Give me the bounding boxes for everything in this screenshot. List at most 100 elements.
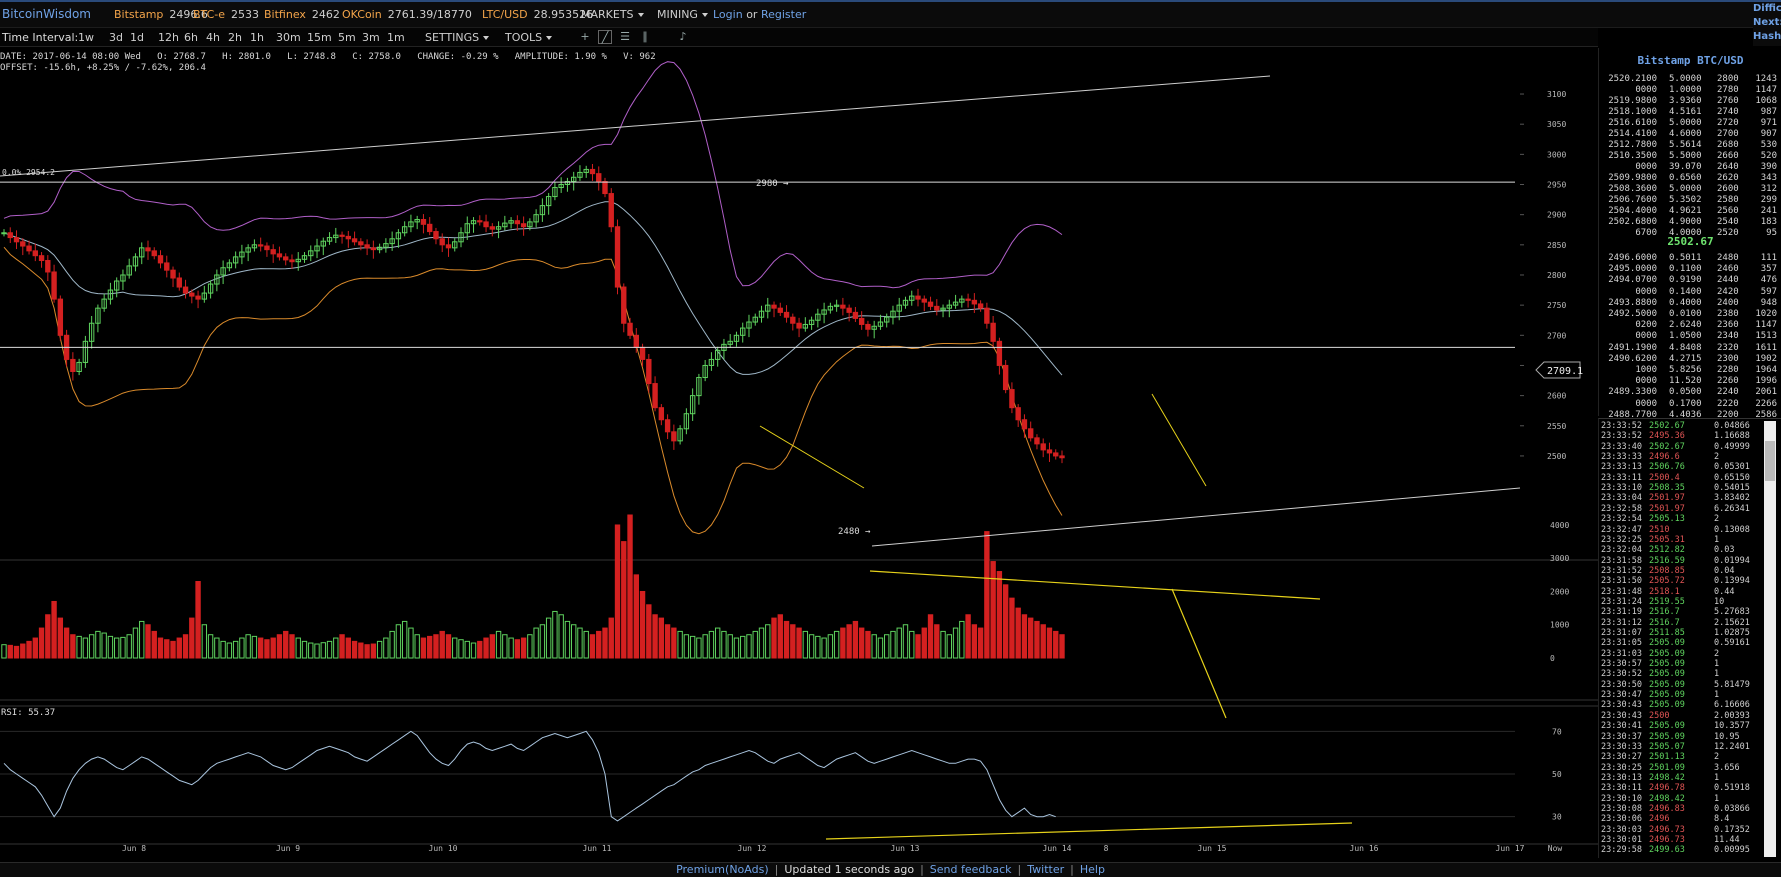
interval-1w[interactable]: 1w <box>78 31 94 44</box>
interval-15m[interactable]: 15m <box>307 31 332 44</box>
orderbook-depth-price: 2300 <box>1717 353 1739 364</box>
tools-menu[interactable]: TOOLS <box>505 31 553 44</box>
login-link[interactable]: Login <box>713 8 743 21</box>
candle-body <box>527 221 533 228</box>
brand-logo[interactable]: BitcoinWisdom <box>2 7 91 21</box>
orderbook-row: 0000 1.0000 2780 1147 <box>1599 85 1781 96</box>
markets-menu[interactable]: MARKETS <box>581 8 644 21</box>
trade-price: 2512.82 <box>1649 545 1685 556</box>
orderbook-depth-price: 2520 <box>1717 228 1739 238</box>
difficulty-link[interactable]: Diffic <box>1753 3 1781 14</box>
trades-scrollbar[interactable] <box>1764 421 1776 857</box>
side-info-links: Diffic Next: Hash <box>1753 2 1781 46</box>
horizontal-lines-icon[interactable]: ☰ <box>620 30 630 43</box>
volume-bar <box>664 624 671 659</box>
orderbook-depth-price: 2460 <box>1717 264 1739 275</box>
interval-2h[interactable]: 2h <box>228 31 242 44</box>
orderbook-row: 2516.6100 5.0000 2720 971 <box>1599 118 1781 129</box>
volume-bar <box>577 627 583 659</box>
scrollbar-thumb[interactable] <box>1765 441 1775 481</box>
ticker-btce[interactable]: BTC-e 2533 <box>193 8 259 21</box>
orderbook-depth-total: 907 <box>1760 129 1777 139</box>
volume-tick-label: 4000 <box>1550 521 1569 530</box>
ticker-bitstamp[interactable]: Bitstamp 2496.6 <box>114 8 208 21</box>
candle-body <box>339 234 345 237</box>
orderbook-amount: 0.4000 <box>1669 297 1702 308</box>
volume-bar <box>452 637 458 659</box>
twitter-link[interactable]: Twitter <box>1027 863 1065 876</box>
candle-body <box>1046 449 1053 454</box>
trendline-tool-icon[interactable]: ╱ <box>598 30 612 44</box>
orderbook-row: 1000 5.8256 2280 1964 <box>1599 365 1781 376</box>
interval-30m[interactable]: 30m <box>276 31 301 44</box>
trade-price: 2496.73 <box>1649 835 1685 845</box>
volume-bar <box>182 634 189 659</box>
ticker-ltcusd[interactable]: LTC/USD 28.953526 <box>482 8 593 21</box>
interval-3d[interactable]: 3d <box>109 31 123 44</box>
candle-body <box>646 358 652 385</box>
orderbook-depth-price: 2800 <box>1717 74 1739 84</box>
volume-bar <box>157 637 164 659</box>
alarm-bell-icon[interactable]: ♪ <box>679 30 687 43</box>
mining-menu[interactable]: MINING <box>657 8 708 21</box>
orderbook-price: 2508.3600 <box>1608 184 1657 194</box>
ticker-bitfinex[interactable]: Bitfinex 2462 <box>264 8 340 21</box>
interval-3m[interactable]: 3m <box>362 31 380 44</box>
interval-12h[interactable]: 12h <box>158 31 179 44</box>
trade-time: 23:31:19 <box>1601 607 1642 618</box>
trade-time: 23:29:58 <box>1601 845 1642 856</box>
premium-link[interactable]: Premium(NoAds) <box>676 863 769 876</box>
trade-row: 23:30:25 2501.09 3.656 <box>1601 763 1761 773</box>
volume-bar <box>301 640 308 659</box>
ticker-name: BTC-e <box>193 8 226 21</box>
volume-bar <box>251 635 258 659</box>
orderbook-depth-price: 2740 <box>1717 107 1739 117</box>
orderbook-depth-price: 2620 <box>1717 173 1739 183</box>
orderbook-depth-total: 948 <box>1760 297 1777 308</box>
orderbook-price: 2516.6100 <box>1608 118 1657 128</box>
volume-bar <box>113 637 120 659</box>
next-link[interactable]: Next: <box>1753 17 1781 28</box>
x-axis-label: Jun 16 <box>1350 844 1379 853</box>
interval-5m[interactable]: 5m <box>338 31 356 44</box>
volume-bar <box>1046 627 1053 659</box>
footer-separator: | <box>1070 863 1074 876</box>
trade-time: 23:30:13 <box>1601 772 1642 783</box>
volume-bar <box>940 630 946 659</box>
fibonacci-tool-icon[interactable]: ∥ <box>642 30 648 43</box>
trade-price: 2505.09 <box>1649 648 1685 659</box>
trade-row: 23:30:43 2505.09 6.16606 <box>1601 700 1761 710</box>
hashrate-link[interactable]: Hash <box>1753 31 1781 42</box>
settings-menu[interactable]: SETTINGS <box>425 31 490 44</box>
candle-body <box>345 235 352 240</box>
crosshair-icon[interactable]: + <box>580 30 590 43</box>
interval-1h[interactable]: 1h <box>250 31 264 44</box>
ticker-okcoin[interactable]: OKCoin 2761.39/18770 <box>342 8 472 21</box>
volume-bar <box>677 630 683 659</box>
orderbook-title[interactable]: Bitstamp BTC/USD <box>1637 54 1744 67</box>
candle-body <box>276 253 283 258</box>
orderbook-depth-price: 2260 <box>1717 376 1739 387</box>
feedback-link[interactable]: Send feedback <box>929 863 1012 876</box>
candle-body <box>427 223 433 233</box>
interval-1d[interactable]: 1d <box>130 31 144 44</box>
register-link[interactable]: Register <box>760 8 807 21</box>
price-chart[interactable]: 2500255026002650270027502800285029002950… <box>0 48 1598 861</box>
help-link[interactable]: Help <box>1079 863 1105 876</box>
interval-1m[interactable]: 1m <box>387 31 405 44</box>
volume-bar <box>176 637 182 659</box>
orderbook-depth-price: 2600 <box>1717 184 1739 194</box>
candle-body <box>245 247 251 253</box>
volume-bar <box>220 640 226 659</box>
candle-body <box>1059 455 1065 459</box>
volume-bar <box>934 624 940 659</box>
candle-body <box>414 218 420 223</box>
interval-6h[interactable]: 6h <box>184 31 198 44</box>
volume-bar <box>226 642 233 659</box>
volume-bar <box>921 627 927 659</box>
interval-4h[interactable]: 4h <box>206 31 220 44</box>
orderbook-panel: Bitstamp BTC/USD 2520.2100 5.0000 2800 1243… <box>1598 48 1781 420</box>
candle-body <box>1040 443 1046 451</box>
bollinger-bands <box>3 61 1063 535</box>
volume-bars <box>1 514 1065 659</box>
